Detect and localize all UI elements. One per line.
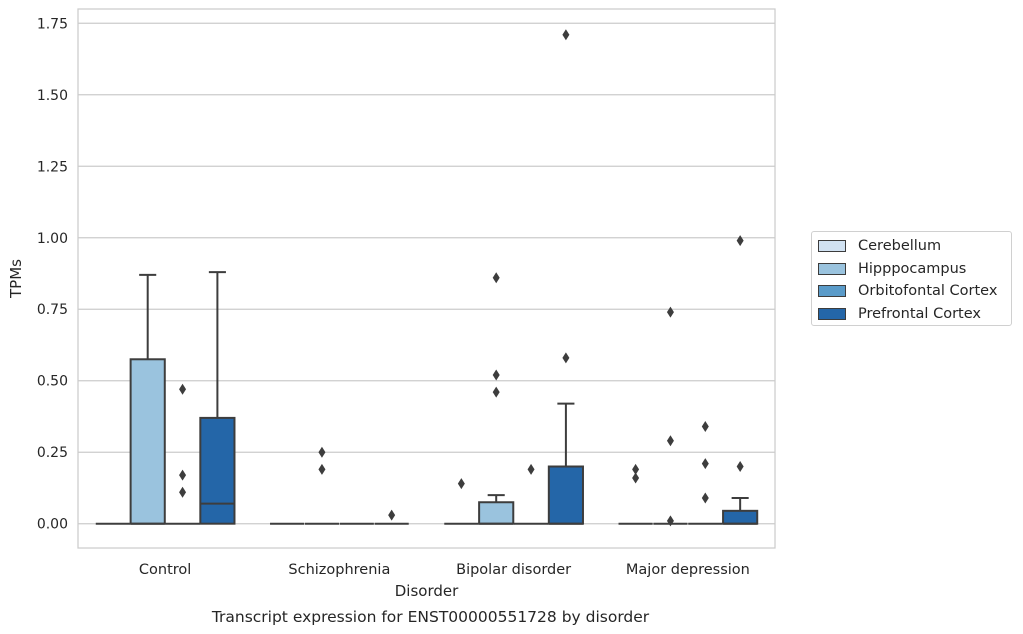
y-tick-label: 1.25 (37, 159, 68, 175)
box-bipolar-disorder-orbitofontal-cortex (513, 463, 549, 525)
box-major-depression-cerebellum-outlier (632, 472, 640, 484)
box-control-orbitofontal-cortex-outlier (179, 486, 187, 498)
legend-item-cerebellum: Cerebellum (818, 235, 1011, 258)
box-control-hipppocampus-body (129, 358, 166, 525)
y-tick-label: 0.75 (37, 302, 68, 318)
box-bipolar-disorder-cerebellum (444, 478, 479, 525)
box-major-depression-prefrontal-cortex-outlier (736, 461, 744, 473)
legend-swatch-prefrontal-cortex (818, 307, 846, 320)
box-control-orbitofontal-cortex-outlier (179, 469, 187, 481)
y-tick-label: 0.00 (37, 517, 68, 533)
box-major-depression-prefrontal-cortex-outlier (736, 235, 744, 247)
legend-label-prefrontal-cortex: Prefrontal Cortex (858, 305, 981, 322)
x-tick-label-schizophrenia: Schizophrenia (288, 562, 390, 578)
box-bipolar-disorder-prefrontal-cortex-body (547, 465, 584, 525)
box-bipolar-disorder-hipppocampus-outlier (492, 272, 500, 284)
legend-label-orbitofrontal-cortex: Orbitofontal Cortex (858, 283, 998, 300)
chart-title: Transcript expression for ENST0000055172… (211, 608, 650, 626)
box-major-depression-hipppocampus (653, 306, 688, 527)
box-bipolar-disorder-hipppocampus-outlier (492, 369, 500, 381)
legend-label-cerebellum: Cerebellum (858, 238, 942, 255)
box-bipolar-disorder-prefrontal-cortex (547, 29, 584, 525)
y-tick-label: 1.00 (37, 231, 68, 247)
legend-swatch-orbitofrontal-cortex (818, 285, 846, 298)
box-major-depression-hipppocampus-outlier (666, 435, 674, 447)
box-schizophrenia-hipppocampus (304, 446, 340, 525)
box-major-depression-orbitofontal-cortex-outlier (701, 492, 709, 504)
x-tick-label-major-depression: Major depression (626, 562, 750, 578)
box-major-depression-orbitofontal-cortex-outlier (701, 420, 709, 432)
legend-swatch-cerebellum (818, 240, 846, 253)
x-axis-label: Disorder (395, 582, 459, 600)
box-schizophrenia-prefrontal-cortex (374, 509, 409, 525)
y-tick-label: 1.50 (37, 88, 68, 104)
box-bipolar-disorder-hipppocampus-body (478, 501, 515, 525)
box-major-depression-prefrontal-cortex (722, 235, 759, 525)
box-major-depression-prefrontal-cortex-body (722, 509, 759, 525)
box-bipolar-disorder-orbitofontal-cortex-outlier (527, 463, 535, 475)
box-schizophrenia-prefrontal-cortex-outlier (388, 509, 396, 521)
box-major-depression-cerebellum-outlier (632, 463, 640, 475)
box-bipolar-disorder-hipppocampus-outlier (492, 386, 500, 398)
legend: Cerebellum Hipppocampus Orbitofontal Cor… (811, 231, 1012, 326)
legend-label-hippocampus: Hipppocampus (858, 260, 967, 277)
box-major-depression-cerebellum (618, 463, 653, 525)
legend-item-orbitofrontal-cortex: Orbitofontal Cortex (818, 280, 1011, 303)
x-tick-label-bipolar-disorder: Bipolar disorder (456, 562, 571, 578)
box-schizophrenia-hipppocampus-outlier (318, 446, 326, 458)
box-major-depression-hipppocampus-outlier (666, 306, 674, 318)
legend-item-hippocampus: Hipppocampus (818, 258, 1011, 281)
box-schizophrenia-hipppocampus-outlier (318, 463, 326, 475)
x-tick-label-control: Control (139, 562, 191, 578)
y-tick-label: 0.50 (37, 374, 68, 390)
box-control-prefrontal-cortex (199, 271, 236, 525)
box-major-depression-orbitofontal-cortex (688, 420, 723, 525)
box-bipolar-disorder-prefrontal-cortex-outlier (562, 352, 570, 364)
y-axis-label: TPMs (7, 259, 25, 299)
box-major-depression-hipppocampus-outlier (666, 515, 674, 527)
plot-area-frame (77, 8, 776, 549)
box-control-orbitofontal-cortex (165, 383, 200, 525)
box-bipolar-disorder-prefrontal-cortex-outlier (562, 29, 570, 41)
box-control-prefrontal-cortex-body (199, 416, 236, 525)
legend-item-prefrontal-cortex: Prefrontal Cortex (818, 303, 1011, 326)
box-bipolar-disorder-hipppocampus (478, 272, 515, 525)
y-tick-label: 1.75 (37, 16, 68, 32)
legend-swatch-hippocampus (818, 262, 846, 275)
y-tick-label: 0.25 (37, 445, 68, 461)
box-control-hipppocampus (129, 273, 166, 525)
box-control-orbitofontal-cortex-outlier (179, 383, 187, 395)
box-bipolar-disorder-cerebellum-outlier (457, 478, 465, 490)
box-major-depression-orbitofontal-cortex-outlier (701, 458, 709, 470)
